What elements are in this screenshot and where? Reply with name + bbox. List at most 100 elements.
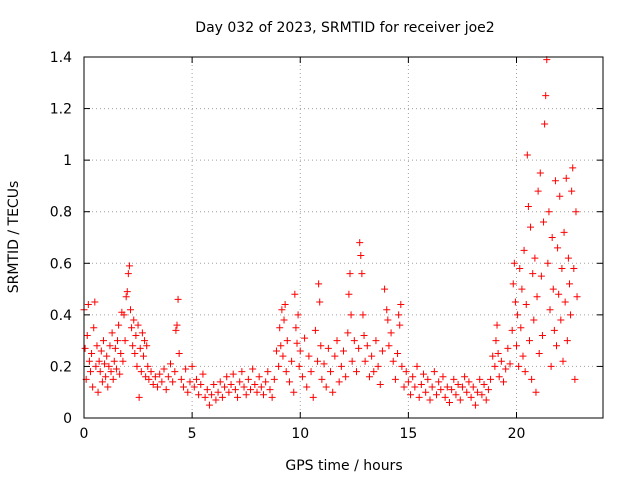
data-point [525,337,533,345]
data-point [491,362,499,370]
data-point [329,388,337,396]
data-point [476,375,484,383]
data-point [569,164,577,172]
data-point [305,352,313,360]
data-point [360,331,368,339]
data-point [151,373,159,381]
data-point [283,337,291,345]
data-point [415,393,423,401]
data-point [387,329,395,337]
data-point [561,298,569,306]
data-point [560,228,568,236]
y-tick-label: 1.2 [50,102,72,118]
data-point [216,378,224,386]
data-point [333,337,341,345]
data-point [508,326,516,334]
data-point [255,373,263,381]
data-point [391,375,399,383]
data-point [110,357,118,365]
x-tick-label: 15 [399,426,417,442]
data-points [80,56,581,409]
data-point [463,388,471,396]
data-point [551,177,559,185]
data-point [529,270,537,278]
data-point [84,301,92,309]
data-point [214,388,222,396]
data-point [126,306,134,314]
data-point [533,293,541,301]
data-point [225,388,233,396]
data-point [114,337,122,345]
data-point [188,362,196,370]
data-point [409,373,417,381]
data-point [546,306,554,314]
data-point [556,192,564,200]
data-point [81,344,89,352]
data-point [346,270,354,278]
data-point [251,380,259,388]
data-point [458,383,466,391]
data-point [365,373,373,381]
data-point [102,373,110,381]
data-point [497,357,505,365]
data-point [337,362,345,370]
data-point [192,375,200,383]
data-point [83,331,91,339]
data-point [108,329,116,337]
data-point [278,306,286,314]
data-point [280,316,288,324]
data-point [430,368,438,376]
data-point [88,350,96,358]
data-point [145,375,153,383]
data-point [134,321,142,329]
data-point [223,373,231,381]
data-point [469,383,477,391]
data-point [537,272,545,280]
data-point [448,386,456,394]
data-point [173,321,181,329]
data-point [428,383,436,391]
data-point [128,324,136,332]
data-point [91,298,99,306]
data-point [563,337,571,345]
data-point [484,386,492,394]
data-point [89,383,97,391]
data-point [197,380,205,388]
x-tick-label: 20 [508,426,526,442]
data-point [540,218,548,226]
data-point [411,383,419,391]
data-point [324,344,332,352]
data-point [572,208,580,216]
data-point [131,350,139,358]
data-point [394,350,402,358]
data-point [478,391,486,399]
data-point [184,388,192,396]
y-tick-label: 1 [63,153,72,169]
data-point [553,342,561,350]
data-point [144,362,152,370]
data-point [465,378,473,386]
data-point [422,388,430,396]
data-point [294,311,302,319]
data-point [571,375,579,383]
data-point [452,391,460,399]
data-point [116,370,124,378]
data-point [117,350,125,358]
data-point [535,350,543,358]
data-point [175,350,183,358]
data-point [266,386,274,394]
chart-title: Day 032 of 2023, SRMTID for receiver joe… [195,20,494,36]
data-point [500,378,508,386]
data-point [291,290,299,298]
data-point [514,311,522,319]
data-point [482,396,490,404]
data-point [383,306,391,314]
y-tick-label: 0.2 [50,359,72,375]
data-point [435,378,443,386]
data-point [568,187,576,195]
data-point [570,264,578,272]
data-point [275,362,283,370]
data-point [120,311,128,319]
data-point [516,264,524,272]
